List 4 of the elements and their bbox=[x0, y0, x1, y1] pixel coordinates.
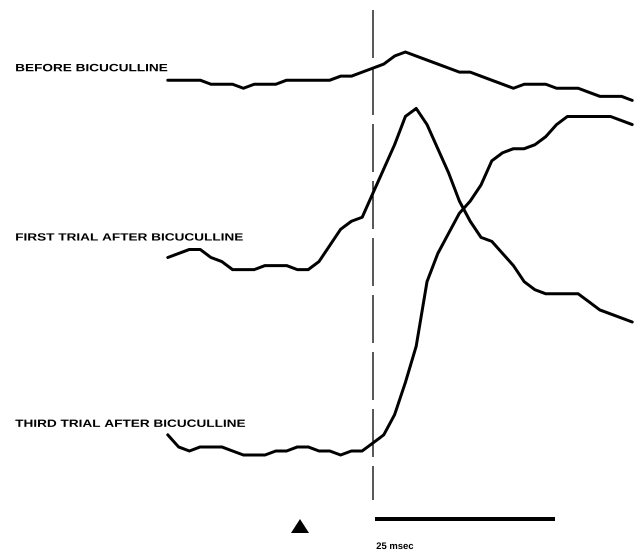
text: FIRST TRIAL AFTER BICUCULLINE bbox=[16, 233, 243, 241]
text: 25 msec bbox=[376, 542, 414, 550]
text: THIRD TRIAL AFTER BICUCULLINE bbox=[15, 420, 246, 427]
series-label: BEFORE BICUCULLINE bbox=[16, 64, 168, 72]
